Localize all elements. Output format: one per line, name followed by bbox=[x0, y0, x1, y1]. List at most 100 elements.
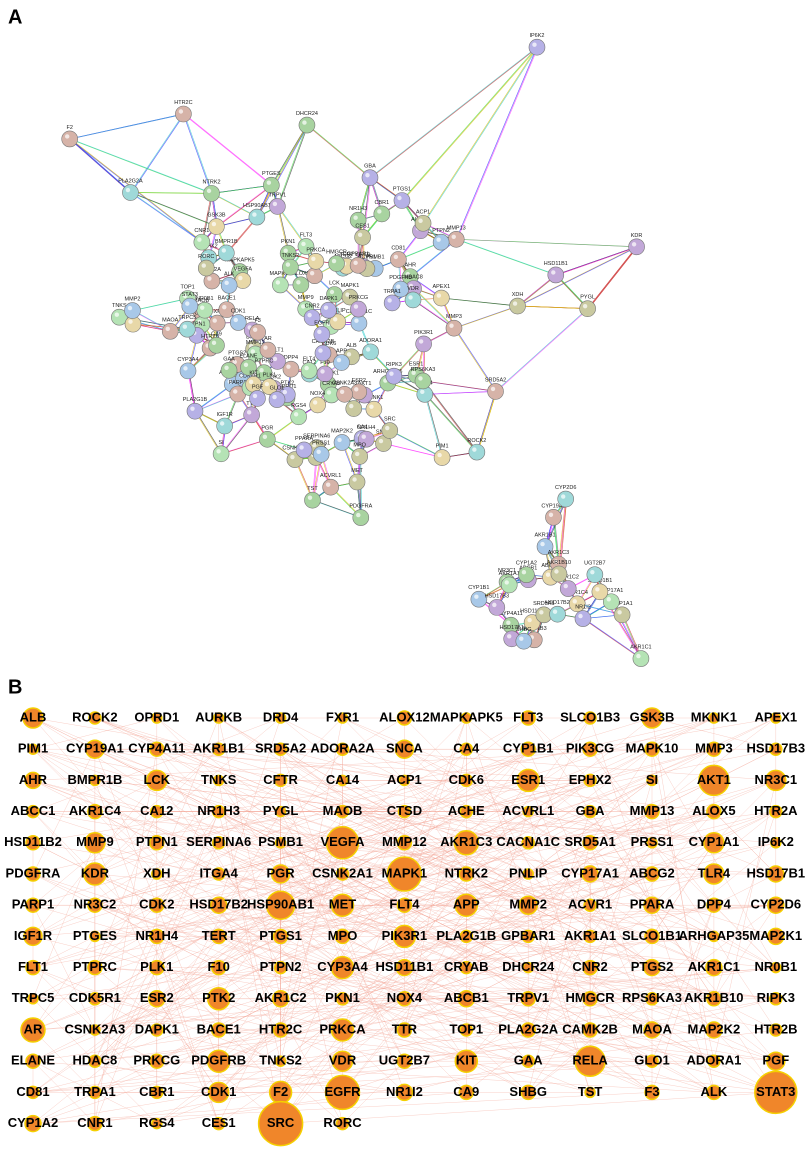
node-highlight bbox=[183, 366, 188, 371]
node-highlight bbox=[219, 421, 225, 426]
node-label: PDGFRB bbox=[191, 1053, 246, 1068]
edge bbox=[342, 936, 467, 1093]
node-label: MAOA bbox=[632, 1021, 672, 1036]
node-label: TOP1 bbox=[180, 285, 194, 291]
node bbox=[515, 632, 533, 650]
edge bbox=[271, 124, 308, 186]
node-highlight bbox=[64, 134, 70, 139]
edge bbox=[94, 748, 653, 1062]
node-label: F10 bbox=[320, 360, 329, 366]
node-highlight bbox=[408, 295, 413, 300]
node bbox=[211, 867, 226, 881]
node bbox=[348, 473, 366, 491]
node-label: CDK5R1 bbox=[239, 374, 261, 380]
node bbox=[433, 449, 451, 466]
node bbox=[212, 712, 225, 724]
node bbox=[468, 443, 486, 461]
node-label: RORC bbox=[323, 1115, 362, 1130]
node-label: CYP1A1 bbox=[612, 601, 633, 607]
node-highlight bbox=[222, 304, 227, 310]
node bbox=[582, 1022, 598, 1038]
edge bbox=[424, 394, 443, 458]
edge bbox=[527, 717, 591, 843]
node-label: GSK3B bbox=[207, 213, 226, 219]
node bbox=[767, 927, 785, 946]
node-label: ACHE bbox=[448, 803, 485, 818]
node-highlight bbox=[474, 594, 479, 599]
node-label: PGF bbox=[762, 1053, 789, 1068]
node-label: CSNK2A3 bbox=[65, 1021, 126, 1036]
edge bbox=[280, 811, 405, 1093]
node-label: CBR1 bbox=[374, 200, 389, 206]
node bbox=[335, 804, 350, 819]
node-label: ACVR1 bbox=[568, 897, 612, 912]
node-label: CA4 bbox=[357, 424, 368, 430]
node-highlight bbox=[165, 326, 170, 332]
node-label: PRKCG bbox=[349, 295, 369, 301]
node-label: AKR1C2 bbox=[558, 575, 579, 581]
edge bbox=[528, 967, 714, 1000]
node bbox=[203, 185, 220, 202]
node bbox=[271, 990, 290, 1008]
node-label: TERT bbox=[202, 928, 236, 943]
node bbox=[324, 1074, 361, 1111]
node bbox=[206, 987, 231, 1011]
node-label: CES1 bbox=[202, 1115, 236, 1130]
node bbox=[351, 448, 369, 465]
node-label: FXR1 bbox=[326, 709, 359, 724]
node bbox=[528, 38, 546, 56]
node bbox=[122, 184, 139, 201]
node-label: SRD5A1 bbox=[533, 601, 554, 607]
node-highlight bbox=[336, 357, 342, 363]
node-highlight bbox=[369, 404, 374, 409]
network-panel: A ALBROCK2OPRD1AURKBDRD4FXR1ALOX12MAPKAP… bbox=[8, 6, 652, 667]
edge bbox=[587, 246, 637, 309]
node-highlight bbox=[243, 362, 249, 367]
node-label: PYGL bbox=[263, 803, 298, 818]
edge bbox=[423, 380, 497, 392]
node bbox=[433, 289, 450, 307]
node-highlight bbox=[408, 283, 414, 289]
node-highlight bbox=[197, 237, 202, 242]
node bbox=[27, 993, 39, 1005]
node bbox=[151, 868, 163, 880]
node bbox=[309, 396, 326, 414]
node bbox=[274, 837, 287, 849]
edge bbox=[280, 842, 343, 1031]
edge bbox=[278, 124, 309, 207]
panel-label: B bbox=[8, 676, 22, 698]
node-label: TRPC5 bbox=[178, 315, 196, 321]
node bbox=[373, 205, 391, 223]
node bbox=[365, 400, 383, 418]
node-label: PTGES bbox=[262, 171, 281, 177]
node-label: HSD11B1 bbox=[544, 261, 568, 267]
node bbox=[298, 116, 316, 134]
node-highlight bbox=[551, 270, 556, 275]
node-label: CYP3A4 bbox=[177, 357, 198, 363]
node-label: CA4 bbox=[453, 741, 480, 756]
node bbox=[643, 958, 661, 977]
node bbox=[263, 176, 280, 194]
node-highlight bbox=[128, 319, 133, 324]
node-highlight bbox=[307, 495, 313, 500]
edge bbox=[411, 239, 458, 277]
node bbox=[396, 991, 413, 1007]
node-label: ALOX12 bbox=[379, 709, 430, 724]
node-label: ROCK2 bbox=[72, 709, 118, 724]
node-highlight bbox=[212, 318, 217, 323]
node-label: MAPK1 bbox=[382, 865, 428, 880]
node-label: CFTR bbox=[356, 252, 371, 258]
edge bbox=[130, 192, 217, 227]
node-label: UGT2B7 bbox=[379, 1053, 430, 1068]
node bbox=[84, 832, 106, 854]
node-label: CNR1 bbox=[194, 228, 209, 234]
node-label: GBA bbox=[576, 803, 606, 818]
node-highlight bbox=[248, 379, 254, 385]
edge bbox=[390, 430, 444, 458]
node-label: IP6K2 bbox=[529, 33, 544, 39]
edge bbox=[651, 749, 777, 968]
node bbox=[304, 491, 321, 509]
node bbox=[769, 742, 783, 756]
node-highlight bbox=[527, 617, 532, 623]
node-highlight bbox=[418, 339, 424, 344]
